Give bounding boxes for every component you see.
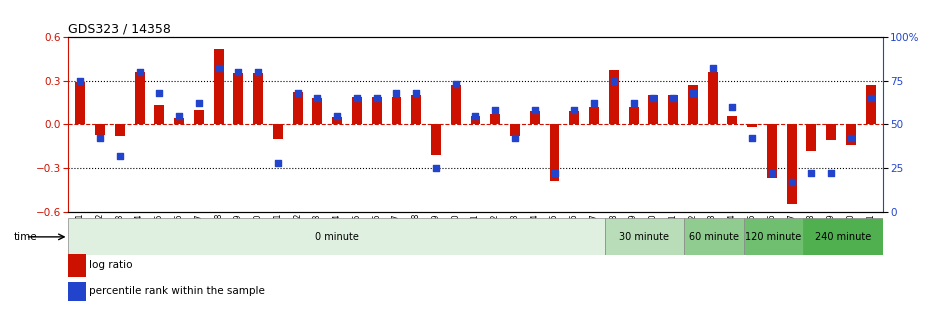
- Bar: [471, 116, 480, 124]
- Text: 240 minute: 240 minute: [815, 232, 871, 242]
- Point: [152, 90, 167, 95]
- Text: GDS323 / 14358: GDS323 / 14358: [68, 23, 171, 36]
- Point: [745, 136, 760, 141]
- Point: [231, 69, 246, 75]
- Point: [508, 136, 523, 141]
- Bar: [669, 95, 678, 124]
- Bar: [332, 117, 342, 124]
- Text: 60 minute: 60 minute: [689, 232, 739, 242]
- Bar: [605, 218, 684, 255]
- Text: percentile rank within the sample: percentile rank within the sample: [89, 286, 265, 296]
- Bar: [214, 49, 223, 124]
- Point: [705, 66, 720, 71]
- Point: [270, 160, 285, 165]
- Bar: [846, 124, 856, 145]
- Bar: [372, 97, 381, 124]
- Point: [547, 171, 562, 176]
- Bar: [392, 97, 401, 124]
- Bar: [194, 110, 204, 124]
- Point: [72, 78, 87, 83]
- Bar: [253, 73, 263, 124]
- Point: [428, 165, 443, 171]
- Point: [646, 95, 661, 101]
- Bar: [708, 72, 718, 124]
- Point: [468, 113, 483, 118]
- Bar: [728, 116, 737, 124]
- Bar: [95, 124, 105, 134]
- Point: [448, 81, 463, 87]
- Point: [864, 95, 879, 101]
- Bar: [550, 124, 559, 181]
- Point: [567, 108, 582, 113]
- Bar: [806, 124, 816, 151]
- Point: [369, 95, 384, 101]
- Bar: [826, 124, 836, 140]
- Bar: [313, 98, 322, 124]
- Bar: [510, 124, 520, 136]
- Point: [765, 171, 780, 176]
- Point: [686, 90, 701, 95]
- Point: [606, 78, 621, 83]
- Bar: [649, 95, 658, 124]
- Point: [92, 136, 107, 141]
- Bar: [233, 73, 243, 124]
- Bar: [115, 124, 125, 136]
- Point: [310, 95, 325, 101]
- Bar: [688, 85, 698, 124]
- Point: [132, 69, 147, 75]
- Bar: [411, 95, 421, 124]
- Bar: [273, 124, 282, 139]
- Point: [527, 108, 542, 113]
- Bar: [570, 111, 579, 124]
- Bar: [747, 124, 757, 127]
- Bar: [589, 107, 599, 124]
- Point: [844, 136, 859, 141]
- Point: [330, 113, 345, 118]
- Bar: [431, 124, 441, 155]
- Point: [804, 171, 819, 176]
- Text: time: time: [13, 232, 37, 242]
- Point: [171, 113, 186, 118]
- Point: [349, 95, 364, 101]
- Bar: [75, 82, 86, 124]
- Bar: [135, 72, 145, 124]
- Point: [587, 101, 602, 106]
- Bar: [684, 218, 744, 255]
- Point: [409, 90, 424, 95]
- Point: [725, 104, 740, 110]
- Bar: [451, 85, 460, 124]
- Bar: [530, 111, 540, 124]
- Text: 120 minute: 120 minute: [746, 232, 802, 242]
- Bar: [744, 218, 803, 255]
- Bar: [786, 124, 797, 204]
- Point: [191, 101, 206, 106]
- Bar: [609, 71, 619, 124]
- Bar: [491, 114, 500, 124]
- Point: [626, 101, 641, 106]
- Point: [112, 153, 127, 159]
- Point: [389, 90, 404, 95]
- Bar: [767, 124, 777, 178]
- Point: [784, 179, 799, 185]
- Text: 30 minute: 30 minute: [619, 232, 670, 242]
- Bar: [68, 218, 605, 255]
- Point: [488, 108, 503, 113]
- Bar: [154, 106, 165, 124]
- Point: [824, 171, 839, 176]
- Point: [290, 90, 305, 95]
- Point: [250, 69, 265, 75]
- Bar: [629, 107, 638, 124]
- Point: [211, 66, 226, 71]
- Text: 0 minute: 0 minute: [315, 232, 359, 242]
- Bar: [174, 119, 184, 124]
- Bar: [352, 97, 362, 124]
- Bar: [865, 85, 876, 124]
- Bar: [803, 218, 883, 255]
- Point: [666, 95, 681, 101]
- Bar: [293, 92, 302, 124]
- Text: log ratio: log ratio: [89, 260, 133, 270]
